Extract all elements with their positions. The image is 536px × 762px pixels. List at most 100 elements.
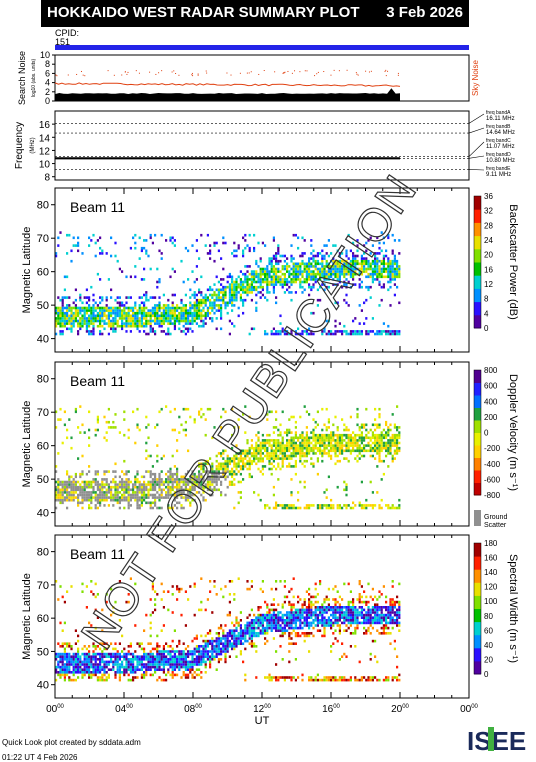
data-cell [62,325,64,328]
data-cell [317,278,319,281]
data-cell [114,255,116,258]
data-cell [79,431,81,434]
data-cell [152,494,154,497]
data-cell [356,439,358,442]
data-cell [167,671,169,674]
data-cell [389,330,391,333]
data-cell [244,281,246,284]
data-cell [123,674,125,677]
data-cell [308,439,310,442]
data-cell [387,442,389,445]
data-cell [394,444,396,447]
data-cell [189,481,191,484]
data-cell [361,260,363,263]
lat-ytick-label: 60 [37,267,49,279]
data-cell [262,242,264,245]
data-cell [68,679,70,682]
data-cell [275,296,277,299]
data-cell [185,307,187,310]
data-cell [174,322,176,325]
data-cell [161,598,163,601]
data-cell [229,632,231,635]
data-cell [295,442,297,445]
colorbar-segment [474,470,481,483]
sky-noise-dot [247,73,248,74]
data-cell [110,491,112,494]
data-cell [277,611,279,614]
data-cell [262,614,264,617]
data-cell [363,268,365,271]
data-cell [354,257,356,260]
data-cell [86,328,88,331]
data-cell [180,478,182,481]
data-cell [249,278,251,281]
data-cell [119,315,121,318]
data-cell [385,444,387,447]
data-cell [106,421,108,424]
data-cell [97,507,99,510]
data-cell [99,668,101,671]
data-cell [345,504,347,507]
data-cell [147,663,149,666]
data-cell [308,328,310,331]
data-cell [59,325,61,328]
data-cell [202,496,204,499]
data-cell [222,637,224,640]
data-cell [66,655,68,658]
data-cell [244,465,246,468]
data-cell [143,312,145,315]
data-cell [297,450,299,453]
data-cell [161,257,163,260]
data-cell [145,671,147,674]
data-cell [158,281,160,284]
data-cell [169,333,171,336]
data-cell [167,328,169,331]
data-cell [218,650,220,653]
data-cell [251,444,253,447]
data-cell [145,291,147,294]
data-cell [165,333,167,336]
data-cell [176,317,178,320]
data-cell [282,328,284,331]
colorbar-tick-label: -800 [484,491,501,500]
data-cell [106,304,108,307]
sky-noise-dot [283,72,284,73]
data-cell [385,437,387,440]
data-cell [246,580,248,583]
data-cell [196,239,198,242]
data-cell [255,276,257,279]
data-cell [150,666,152,669]
data-cell [68,418,70,421]
band-value: 11.07 MHz [486,144,515,150]
data-cell [163,312,165,315]
data-cell [383,444,385,447]
data-cell [136,663,138,666]
data-cell [381,499,383,502]
data-cell [185,328,187,331]
data-cell [317,460,319,463]
data-cell [387,330,389,333]
data-cell [378,447,380,450]
data-cell [207,299,209,302]
data-cell [387,237,389,240]
data-cell [306,447,308,450]
data-cell [271,452,273,455]
data-cell [394,333,396,336]
data-cell [136,478,138,481]
data-cell [187,489,189,492]
data-cell [235,444,237,447]
data-cell [196,317,198,320]
data-cell [121,317,123,320]
data-cell [139,499,141,502]
data-cell [295,234,297,237]
data-cell [167,317,169,320]
data-cell [282,437,284,440]
data-cell [147,658,149,661]
data-cell [334,439,336,442]
data-cell [328,434,330,437]
data-cell [359,270,361,273]
data-cell [180,486,182,489]
data-cell [293,616,295,619]
data-cell [352,268,354,271]
data-cell [86,302,88,305]
